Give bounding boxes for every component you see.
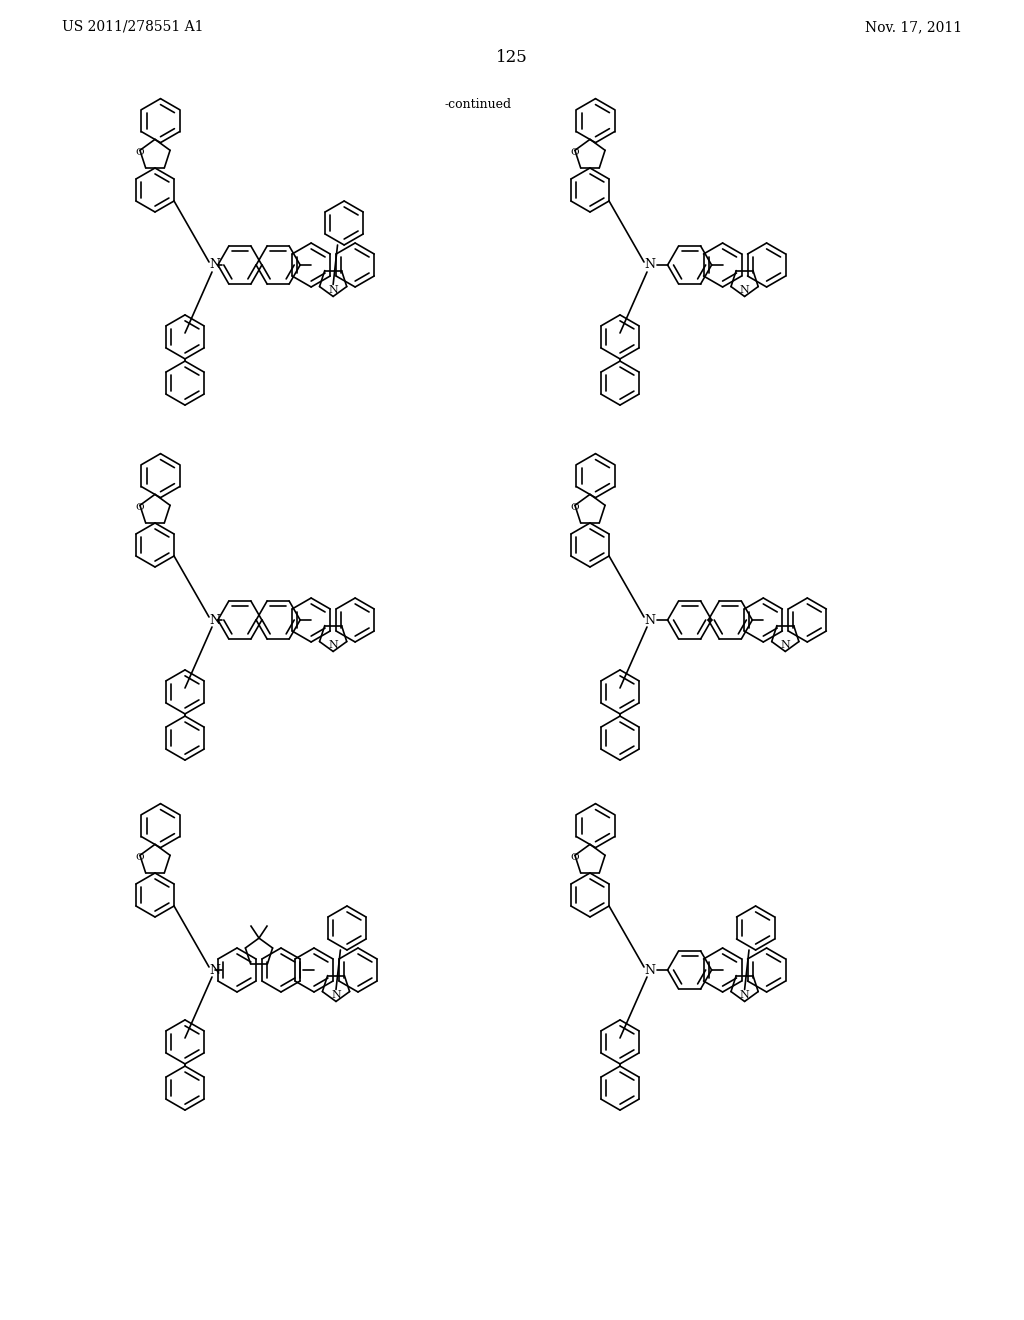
Text: O: O: [135, 148, 144, 157]
Text: N: N: [210, 964, 220, 977]
Text: N: N: [210, 259, 220, 272]
Text: N: N: [780, 640, 791, 651]
Text: O: O: [570, 148, 580, 157]
Text: N: N: [739, 285, 750, 296]
Text: O: O: [135, 503, 144, 512]
Text: O: O: [570, 853, 580, 862]
Text: 125: 125: [496, 49, 528, 66]
Text: N: N: [644, 614, 655, 627]
Text: -continued: -continued: [444, 99, 512, 111]
Text: N: N: [739, 990, 750, 1001]
Text: Nov. 17, 2011: Nov. 17, 2011: [865, 20, 962, 34]
Text: N: N: [331, 990, 341, 1001]
Text: US 2011/278551 A1: US 2011/278551 A1: [62, 20, 204, 34]
Text: N: N: [329, 640, 338, 651]
Text: O: O: [570, 503, 580, 512]
Text: N: N: [644, 259, 655, 272]
Text: N: N: [644, 964, 655, 977]
Text: N: N: [210, 614, 220, 627]
Text: O: O: [135, 853, 144, 862]
Text: N: N: [329, 285, 338, 296]
